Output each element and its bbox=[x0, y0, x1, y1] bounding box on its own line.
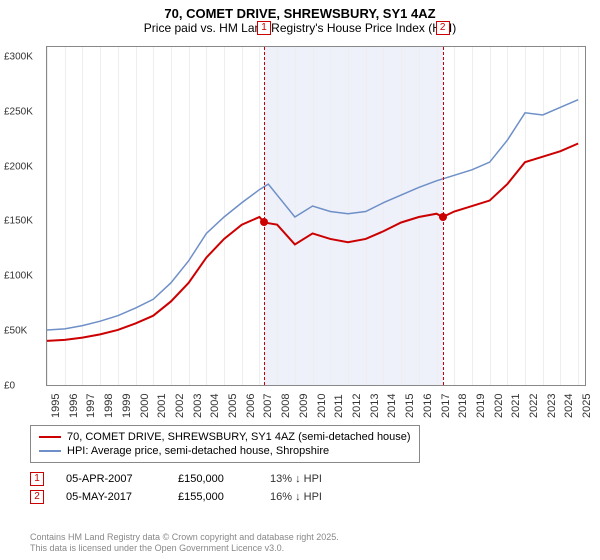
x-axis-tick-label: 2017 bbox=[440, 394, 452, 418]
x-axis-tick-label: 1996 bbox=[68, 394, 80, 418]
x-axis-tick-label: 2008 bbox=[280, 394, 292, 418]
x-axis-tick-label: 2005 bbox=[227, 394, 239, 418]
x-axis-tick-label: 2019 bbox=[475, 394, 487, 418]
plot-area: 12 bbox=[46, 46, 586, 386]
footer-line: Contains HM Land Registry data © Crown c… bbox=[30, 532, 339, 543]
x-axis-tick-label: 2023 bbox=[546, 394, 558, 418]
legend-swatch-icon bbox=[39, 450, 61, 452]
legend: 70, COMET DRIVE, SHREWSBURY, SY1 4AZ (se… bbox=[30, 425, 420, 463]
event-marker-box: 1 bbox=[257, 21, 271, 35]
x-axis-tick-label: 2006 bbox=[245, 394, 257, 418]
x-axis-tick-label: 2007 bbox=[262, 394, 274, 418]
transaction-table: 1 05-APR-2007 £150,000 13% ↓ HPI 2 05-MA… bbox=[30, 470, 360, 506]
event-dot-icon bbox=[260, 218, 268, 226]
x-axis-tick-label: 2001 bbox=[156, 394, 168, 418]
y-axis-tick-label: £0 bbox=[4, 381, 48, 392]
chart-title: 70, COMET DRIVE, SHREWSBURY, SY1 4AZ bbox=[0, 0, 600, 21]
x-axis-tick-label: 2022 bbox=[528, 394, 540, 418]
x-axis-tick-label: 1998 bbox=[103, 394, 115, 418]
x-axis-tick-label: 2003 bbox=[192, 394, 204, 418]
series-line-hpi bbox=[47, 100, 578, 330]
legend-swatch-icon bbox=[39, 436, 61, 438]
transaction-price: £155,000 bbox=[178, 491, 248, 503]
transaction-price: £150,000 bbox=[178, 473, 248, 485]
x-axis-tick-label: 2020 bbox=[493, 394, 505, 418]
x-axis-tick-label: 2013 bbox=[369, 394, 381, 418]
chart-container: 70, COMET DRIVE, SHREWSBURY, SY1 4AZ Pri… bbox=[0, 0, 600, 560]
x-axis-tick-label: 1999 bbox=[121, 394, 133, 418]
x-axis-tick-label: 2018 bbox=[457, 394, 469, 418]
legend-label: HPI: Average price, semi-detached house,… bbox=[67, 445, 329, 457]
transaction-row: 2 05-MAY-2017 £155,000 16% ↓ HPI bbox=[30, 488, 360, 506]
transaction-marker-icon: 1 bbox=[30, 472, 44, 486]
x-axis-tick-label: 1997 bbox=[85, 394, 97, 418]
x-axis-tick-label: 1995 bbox=[50, 394, 62, 418]
x-axis-tick-label: 2002 bbox=[174, 394, 186, 418]
legend-item: HPI: Average price, semi-detached house,… bbox=[39, 444, 411, 458]
legend-label: 70, COMET DRIVE, SHREWSBURY, SY1 4AZ (se… bbox=[67, 431, 411, 443]
legend-item: 70, COMET DRIVE, SHREWSBURY, SY1 4AZ (se… bbox=[39, 430, 411, 444]
y-axis-tick-label: £200K bbox=[4, 161, 48, 172]
y-axis-tick-label: £100K bbox=[4, 271, 48, 282]
x-axis-tick-label: 2010 bbox=[316, 394, 328, 418]
transaction-date: 05-MAY-2017 bbox=[66, 491, 156, 503]
y-axis-tick-label: £250K bbox=[4, 106, 48, 117]
event-vline bbox=[264, 47, 265, 385]
x-axis-tick-label: 2024 bbox=[563, 394, 575, 418]
x-axis-tick-label: 2025 bbox=[581, 394, 593, 418]
y-axis-tick-label: £300K bbox=[4, 51, 48, 62]
x-axis-tick-label: 2012 bbox=[351, 394, 363, 418]
x-axis-tick-label: 2016 bbox=[422, 394, 434, 418]
x-axis-tick-label: 2021 bbox=[510, 394, 522, 418]
x-axis-tick-label: 2015 bbox=[404, 394, 416, 418]
footer-line: This data is licensed under the Open Gov… bbox=[30, 543, 339, 554]
transaction-date: 05-APR-2007 bbox=[66, 473, 156, 485]
event-dot-icon bbox=[439, 213, 447, 221]
x-axis-tick-label: 2014 bbox=[386, 394, 398, 418]
transaction-delta: 13% ↓ HPI bbox=[270, 473, 360, 485]
x-axis-tick-label: 2000 bbox=[139, 394, 151, 418]
line-layer bbox=[47, 47, 585, 385]
x-axis-tick-label: 2011 bbox=[333, 394, 345, 418]
transaction-delta: 16% ↓ HPI bbox=[270, 491, 360, 503]
event-marker-box: 2 bbox=[436, 21, 450, 35]
transaction-row: 1 05-APR-2007 £150,000 13% ↓ HPI bbox=[30, 470, 360, 488]
y-axis-tick-label: £150K bbox=[4, 216, 48, 227]
x-axis-tick-label: 2009 bbox=[298, 394, 310, 418]
transaction-marker-icon: 2 bbox=[30, 490, 44, 504]
footer-attribution: Contains HM Land Registry data © Crown c… bbox=[30, 532, 339, 554]
y-axis-tick-label: £50K bbox=[4, 326, 48, 337]
chart-subtitle: Price paid vs. HM Land Registry's House … bbox=[0, 21, 600, 39]
x-axis-tick-label: 2004 bbox=[209, 394, 221, 418]
